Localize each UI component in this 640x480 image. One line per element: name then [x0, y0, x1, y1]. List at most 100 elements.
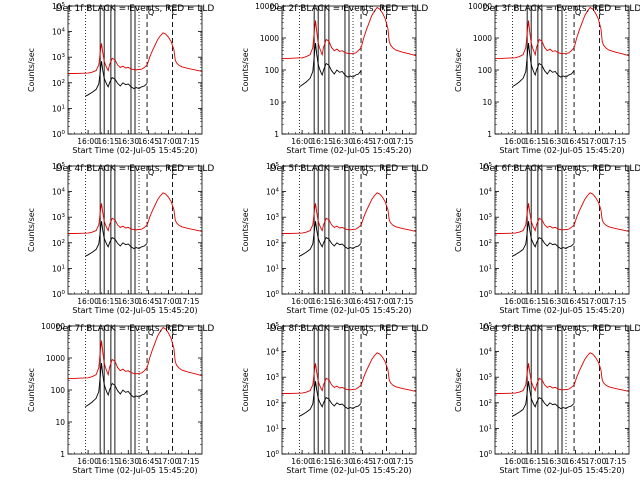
marker-c-label: C [599, 328, 605, 337]
y-tick-label: 104 [266, 348, 280, 357]
x-tick-label: 16:15 [311, 297, 333, 306]
x-tick-label: 17:15 [392, 457, 414, 466]
events-series-line [85, 362, 148, 408]
x-tick-label: 16:45 [352, 137, 374, 146]
y-tick-label: 105 [479, 322, 493, 331]
y-tick-label: 10000 [468, 2, 492, 11]
marker-c-label: C [599, 168, 605, 177]
y-tick-label: 103 [52, 213, 66, 222]
x-tick-label: 17:00 [372, 137, 394, 146]
lld-series-line [495, 6, 630, 59]
y-tick-label: 1000 [46, 354, 65, 363]
marker-q-label: Q [148, 328, 154, 337]
panel-title: Det 2f BLACK = Events, RED = LLD [270, 4, 429, 14]
x-tick-label: 16:45 [138, 457, 160, 466]
x-tick-label: 17:15 [605, 137, 627, 146]
y-tick-label: 100 [479, 290, 493, 299]
events-series-line [512, 381, 575, 417]
y-tick-label: 102 [479, 399, 492, 408]
y-tick-label: 105 [52, 2, 66, 11]
x-tick-label: 16:45 [138, 297, 160, 306]
x-tick-label: 16:30 [117, 137, 139, 146]
marker-q-label: Q [362, 8, 368, 17]
y-tick-label: 1 [487, 130, 492, 139]
detector-panel: Q C11010010001000016:0016:1516:3016:4517:… [454, 2, 640, 155]
x-tick-label: 17:00 [158, 457, 180, 466]
x-tick-label: 16:30 [544, 297, 566, 306]
detector-panel: Q C 100 101 102 103 104 105 16:0016:1516:3016:45… [454, 162, 640, 315]
y-tick-label: 101 [266, 424, 279, 433]
x-tick-label: 16:00 [77, 137, 99, 146]
y-tick-label: 100 [266, 450, 280, 459]
lld-series-line [282, 352, 417, 394]
y-tick-label: 10 [482, 98, 492, 107]
marker-c-label: C [386, 168, 392, 177]
x-tick-label: 16:15 [311, 137, 333, 146]
y-tick-label: 104 [479, 188, 493, 197]
y-tick-label: 101 [52, 264, 65, 273]
x-tick-label: 16:15 [97, 297, 119, 306]
y-axis-label: Counts/sec [241, 48, 250, 92]
panel-title: Det 3f BLACK = Events, RED = LLD [483, 4, 640, 14]
x-tick-label: 16:15 [524, 457, 546, 466]
y-tick-label: 104 [52, 28, 66, 37]
events-series-line [512, 221, 575, 257]
detector-panel: Q C 100 101 102 103 104 105 16:0016:1516:3016:45… [454, 322, 640, 475]
y-tick-label: 100 [479, 450, 493, 459]
x-tick-label: 17:00 [372, 457, 394, 466]
y-tick-label: 101 [52, 104, 65, 113]
detector-panel: Q C11010010001000016:0016:1516:3016:4517:… [27, 322, 214, 475]
marker-c-label: C [172, 168, 178, 177]
detector-panel: Q C 100 101 102 103 104 105 16:0016:1516:3016:45… [241, 162, 428, 315]
y-tick-label: 1 [274, 130, 279, 139]
x-tick-label: 16:45 [565, 457, 587, 466]
x-tick-label: 16:15 [97, 137, 119, 146]
marker-q-label: Q [148, 8, 154, 17]
y-tick-label: 102 [52, 79, 65, 88]
x-tick-label: 16:30 [117, 457, 139, 466]
x-tick-label: 16:00 [77, 457, 99, 466]
panel-title: Det 9f BLACK = Events, RED = LLD [483, 324, 640, 334]
detector-panel: Q C11010010001000016:0016:1516:3016:4517:… [241, 2, 428, 155]
x-tick-label: 16:00 [504, 137, 526, 146]
x-tick-label: 17:15 [605, 297, 627, 306]
x-tick-label: 16:15 [524, 137, 546, 146]
y-axis-label: Counts/sec [454, 48, 463, 92]
y-axis-label: Counts/sec [27, 208, 36, 252]
y-tick-label: 105 [52, 162, 66, 171]
panel-title: Det 7f BLACK = Events, RED = LLD [56, 324, 215, 334]
y-tick-label: 100 [266, 290, 280, 299]
panel-title: Det 5f BLACK = Events, RED = LLD [270, 164, 429, 174]
x-axis-label: Start Time (02-Jul-05 15:45:20) [499, 306, 624, 315]
lld-series-line [68, 192, 203, 234]
marker-c-label: C [386, 328, 392, 337]
y-tick-label: 10000 [255, 2, 279, 11]
y-tick-label: 105 [266, 322, 280, 331]
y-tick-label: 102 [266, 399, 279, 408]
x-tick-label: 17:00 [585, 137, 607, 146]
events-series-line [299, 381, 362, 417]
x-tick-label: 16:45 [352, 457, 374, 466]
x-tick-label: 16:15 [311, 457, 333, 466]
detector-panel: Q C 100 101 102 103 104 105 16:0016:1516:3016:45… [241, 322, 428, 475]
x-tick-label: 16:45 [352, 297, 374, 306]
x-tick-label: 16:00 [291, 297, 313, 306]
y-tick-label: 1 [60, 450, 65, 459]
y-tick-label: 100 [52, 130, 66, 139]
events-series-line [85, 61, 148, 97]
lld-series-line [282, 6, 417, 59]
x-tick-label: 17:15 [178, 297, 200, 306]
y-axis-label: Counts/sec [454, 368, 463, 412]
x-axis-label: Start Time (02-Jul-05 15:45:20) [499, 146, 624, 155]
x-axis-label: Start Time (02-Jul-05 15:45:20) [72, 306, 197, 315]
panel-title: Det 1f BLACK = Events, RED = LLD [56, 4, 215, 14]
y-axis-label: Counts/sec [27, 48, 36, 92]
x-tick-label: 16:45 [565, 297, 587, 306]
x-axis-label: Start Time (02-Jul-05 15:45:20) [72, 146, 197, 155]
x-tick-label: 17:15 [605, 457, 627, 466]
x-axis-label: Start Time (02-Jul-05 15:45:20) [286, 146, 411, 155]
events-series-line [512, 42, 575, 88]
events-series-line [299, 221, 362, 257]
marker-c-label: C [172, 8, 178, 17]
